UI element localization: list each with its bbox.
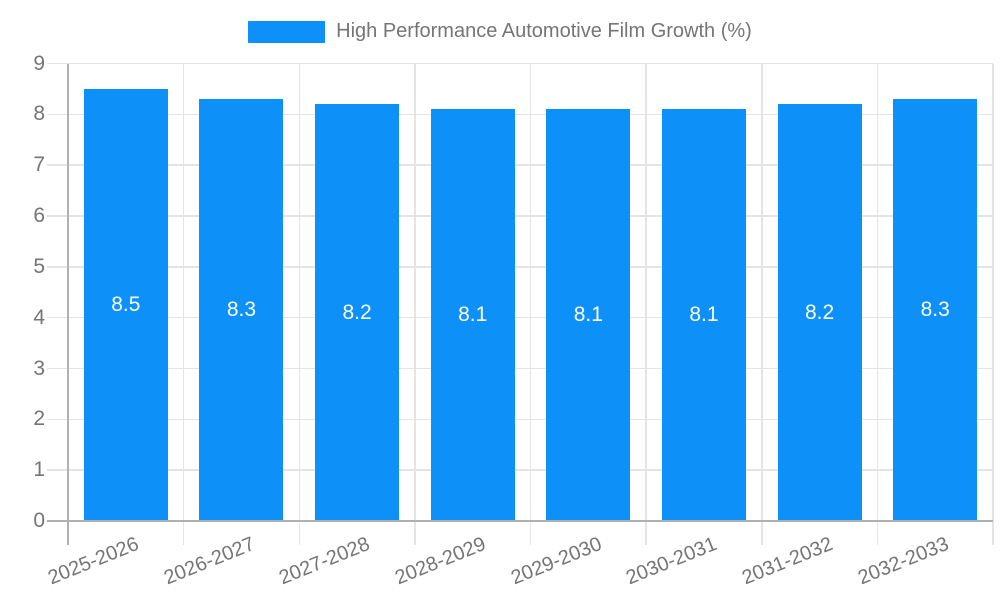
x-tick-label: 2026-2027: [160, 533, 258, 590]
x-tick-label: 2029-2030: [507, 533, 605, 590]
y-gridline: [47, 469, 993, 471]
bar: [893, 99, 978, 521]
y-gridline: [47, 62, 993, 65]
x-axis-line: [47, 520, 993, 522]
bar-value-label: 8.2: [804, 300, 835, 324]
x-tick-label: 2031-2032: [738, 533, 836, 590]
x-gridline: [876, 63, 879, 545]
y-tick-label: 9: [33, 51, 45, 75]
bar: [546, 109, 631, 521]
x-gridline: [414, 63, 416, 545]
bar: [83, 88, 168, 521]
x-gridline: [182, 63, 185, 545]
y-tick-label: 4: [33, 305, 45, 329]
x-tick-label: 2025-2026: [45, 533, 143, 590]
x-gridline: [298, 63, 300, 545]
legend-label: High Performance Automotive Film Growth …: [336, 20, 752, 42]
y-tick-label: 0: [33, 509, 45, 532]
y-gridline: [47, 215, 993, 217]
y-gridline: [47, 164, 993, 166]
y-gridline: [47, 316, 993, 319]
bar-value-label: 8.5: [111, 292, 141, 316]
x-tick-label: 2028-2029: [391, 533, 489, 590]
y-tick-label: 6: [33, 204, 45, 227]
bar-value-label: 8.1: [689, 303, 719, 327]
y-tick-label: 2: [33, 407, 45, 431]
bar-value-label: 8.2: [342, 300, 372, 324]
y-gridline: [47, 418, 993, 421]
bar-value-label: 8.3: [226, 298, 257, 322]
x-tick-label: 2032-2033: [854, 533, 952, 590]
x-gridline: [645, 63, 647, 545]
y-gridline: [47, 266, 993, 268]
x-gridline: [529, 63, 532, 545]
bar-value-label: 8.1: [458, 303, 488, 327]
x-tick-label: 2030-2031: [623, 533, 721, 590]
bar: [430, 109, 515, 521]
bar: [777, 104, 862, 521]
y-tick-label: 1: [33, 458, 45, 482]
bar: [661, 109, 746, 521]
bar: [199, 99, 284, 521]
bar: [315, 104, 400, 521]
y-tick-label: 5: [33, 254, 45, 278]
y-gridline: [47, 113, 993, 116]
legend-swatch: [248, 20, 326, 43]
legend[interactable]: High Performance Automotive Film Growth …: [0, 20, 1000, 43]
x-tick-label: 2027-2028: [276, 533, 374, 590]
y-axis-line: [67, 63, 69, 545]
y-tick-label: 7: [33, 153, 45, 177]
y-tick-label: 3: [33, 356, 45, 380]
y-gridline: [47, 367, 993, 370]
bar-value-label: 8.1: [573, 303, 603, 327]
y-tick-label: 8: [33, 102, 45, 126]
x-gridline: [761, 63, 763, 545]
bar-value-label: 8.3: [920, 298, 950, 322]
x-gridline: [992, 63, 994, 545]
